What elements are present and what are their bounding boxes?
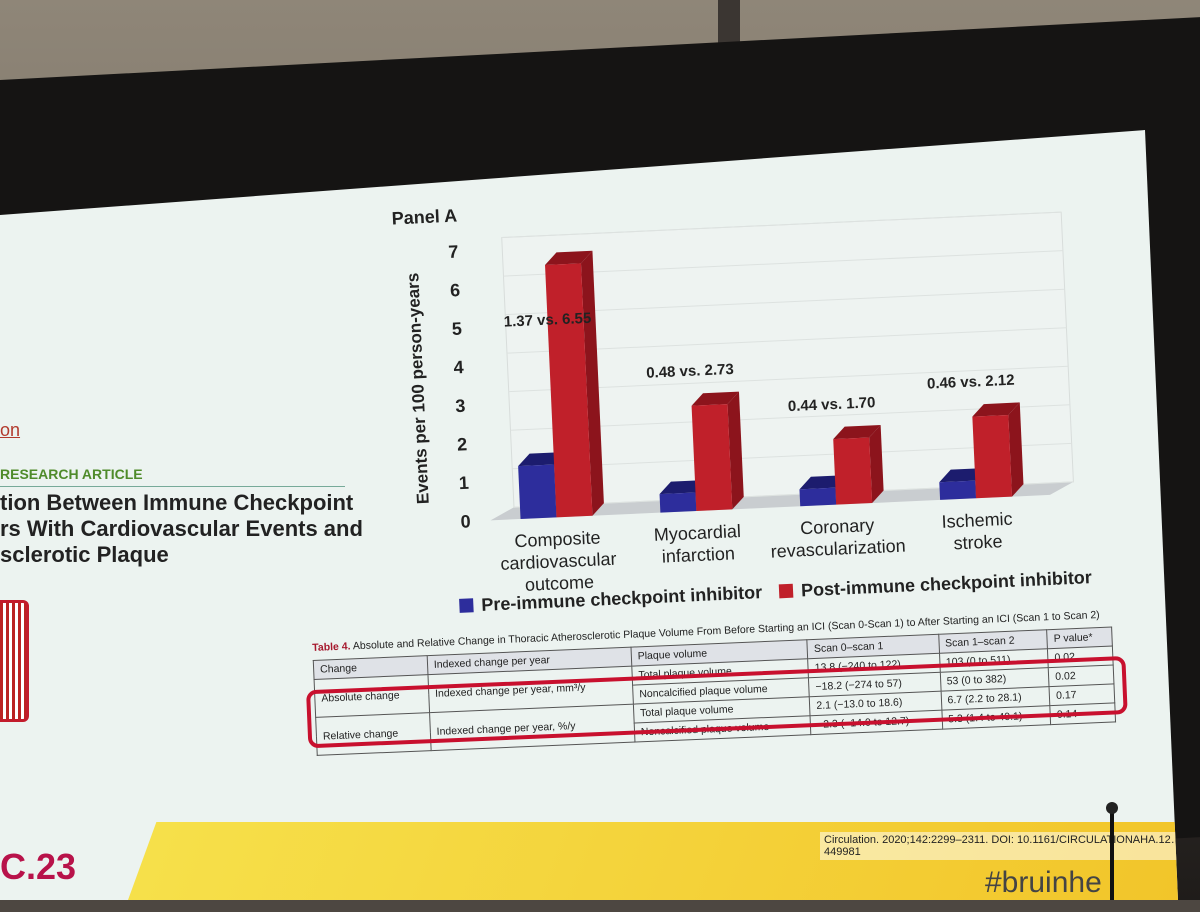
qr-code [0, 600, 29, 722]
article-title-line-1: tion Between Immune Checkpoint [0, 490, 354, 515]
gridline [501, 211, 1062, 239]
bar [833, 437, 873, 505]
section-divider [0, 486, 345, 487]
gridline [506, 327, 1067, 354]
conference-logo: C.23 [0, 846, 77, 887]
y-axis-label: Events per 100 person-years [403, 272, 432, 504]
y-tick-label: 4 [453, 357, 464, 377]
chart-title: Panel A [391, 206, 457, 229]
x-tick-label: infarction [661, 543, 735, 566]
gridline [503, 250, 1063, 277]
x-tick-label: outcome [525, 572, 595, 595]
bar [659, 492, 697, 513]
gridline [508, 365, 1069, 393]
gridline [510, 404, 1070, 431]
bar [939, 480, 977, 500]
article-link-fragment[interactable]: on [0, 420, 21, 440]
bar-top [972, 402, 1020, 417]
x-tick-label: revascularization [770, 536, 906, 562]
y-tick-label: 3 [455, 396, 466, 416]
bar-side [580, 250, 604, 516]
hashtag: #bruinhe [985, 866, 1102, 899]
microphone-icon [1106, 802, 1118, 900]
legend-swatch [778, 583, 794, 599]
chart-floor [490, 481, 1074, 521]
x-tick-label: Ischemic [941, 509, 1013, 532]
y-tick-label: 2 [457, 434, 468, 454]
y-tick-label: 1 [458, 473, 469, 493]
article-title-line-3: sclerotic Plaque [0, 542, 169, 567]
legend-swatch [459, 598, 474, 613]
y-tick-label: 7 [448, 242, 459, 262]
x-tick-label: stroke [953, 531, 1003, 553]
y-tick-label: 6 [450, 280, 461, 300]
x-tick-label: Composite [514, 527, 601, 551]
citation: Circulation. 2020;142:2299–2311. DOI: 10… [820, 832, 1178, 860]
bar-top [659, 479, 707, 495]
bar-chart: 0 1 2 3 4 5 6 7 Events per 100 person-years Panel… [380, 146, 1140, 639]
table-number: Table 4. [312, 640, 351, 654]
bar-side [727, 391, 744, 510]
y-tick-label: 5 [451, 319, 462, 339]
x-tick-label: cardiovascular [500, 549, 617, 574]
bar [972, 414, 1013, 499]
plaque-volume-table: Table 4. Absolute and Relative Change in… [306, 607, 1149, 832]
bar [518, 464, 557, 519]
data-label: 0.48 vs. 2.73 [646, 361, 734, 382]
article-title-line-2: rs With Cardiovascular Events and [0, 516, 363, 541]
legend-label: Post-immune checkpoint inhibitor [801, 567, 1093, 600]
gridline [505, 288, 1065, 316]
data-label: 0.46 vs. 2.12 [927, 372, 1015, 393]
x-tick-label: Myocardial [653, 521, 741, 545]
x-tick-label: Coronary [800, 515, 875, 538]
bar [691, 404, 733, 511]
bar-side [869, 424, 884, 504]
bar-top [833, 424, 881, 440]
data-label: 0.44 vs. 1.70 [788, 394, 876, 415]
bar [799, 487, 837, 507]
bar-side [1008, 402, 1024, 497]
chart-svg: 0 1 2 3 4 5 6 7 Events per 100 person-years Panel… [391, 206, 1093, 615]
y-tick-label: 0 [460, 511, 471, 531]
legend-label: Pre-immune checkpoint inhibitor [481, 582, 763, 615]
data-label: 1.37 vs. 6.55 [503, 310, 591, 331]
bar-top [691, 391, 739, 406]
section-label: RESEARCH ARTICLE [0, 466, 143, 482]
bar [545, 263, 593, 518]
bar-top [545, 250, 593, 265]
